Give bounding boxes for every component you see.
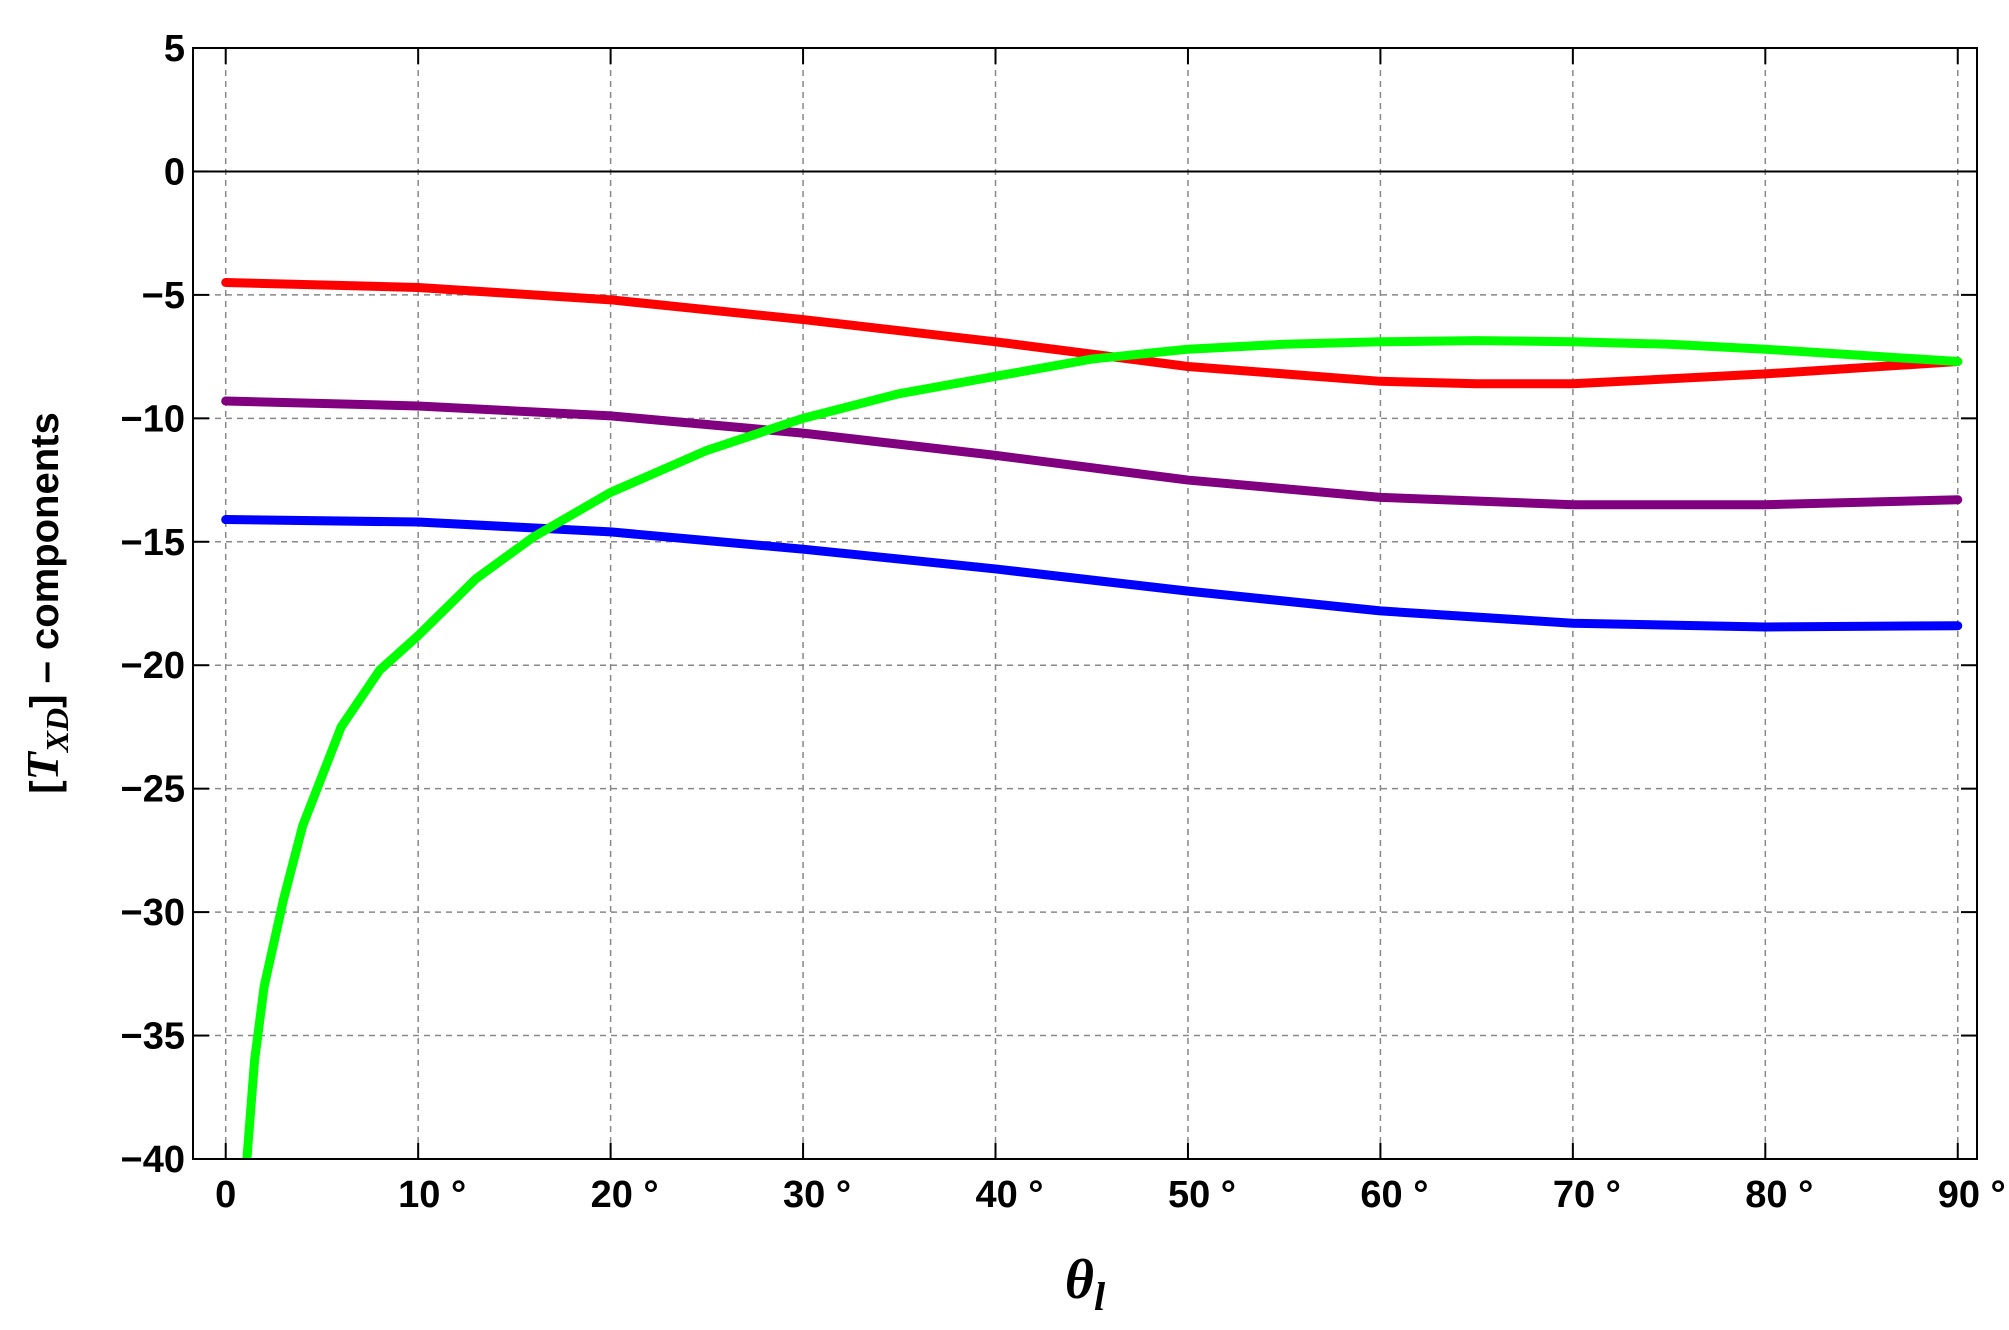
x-tick-label: 40 °: [975, 1174, 1043, 1216]
y-tick-label: −30: [121, 892, 185, 934]
labels: 0 10 ° 20 ° 30 ° 40 ° 50 ° 60 ° 70 ° 80 ° 90 °50−…: [121, 28, 2006, 1216]
x-tick-label: 0: [215, 1174, 236, 1216]
y-label-rest: ] – components: [23, 412, 67, 708]
grid: [193, 47, 1977, 1160]
y-tick-label: −25: [121, 769, 185, 811]
x-tick-label: 30 °: [783, 1174, 851, 1216]
x-axis-label: θl: [1065, 1249, 1106, 1319]
y-axis-label: [TXD] – components: [17, 412, 75, 793]
x-tick-label: 80 °: [1745, 1174, 1813, 1216]
x-tick-label: 60 °: [1360, 1174, 1428, 1216]
series-line: [221, 396, 1963, 510]
y-tick-label: −5: [142, 275, 185, 317]
x-tick-label: 50 °: [1168, 1174, 1236, 1216]
plot-frame: [192, 47, 1978, 1160]
y-tick-label: −20: [121, 645, 185, 687]
x-tick-label: 20 °: [591, 1174, 659, 1216]
series-line: [242, 336, 1963, 1159]
y-tick-label: −35: [121, 1016, 185, 1058]
y-tick-label: 0: [164, 151, 185, 193]
x-tick-label: 90 °: [1938, 1174, 2006, 1216]
x-label-subscript: l: [1094, 1274, 1106, 1319]
x-tick-label: 10 °: [398, 1174, 466, 1216]
y-tick-label: −40: [121, 1139, 185, 1181]
series-line: [221, 515, 1963, 632]
y-tick-label: −15: [121, 522, 185, 564]
y-label-open: [: [23, 780, 67, 793]
x-tick-label: 70 °: [1553, 1174, 1621, 1216]
lines: [221, 278, 1963, 1159]
series-line: [221, 278, 1963, 389]
x-label-symbol: θ: [1065, 1249, 1094, 1311]
y-label-symbol: T: [17, 750, 68, 780]
y-label-subscript: XD: [39, 708, 75, 753]
y-tick-label: −10: [121, 398, 185, 440]
y-tick-label: 5: [164, 28, 185, 70]
